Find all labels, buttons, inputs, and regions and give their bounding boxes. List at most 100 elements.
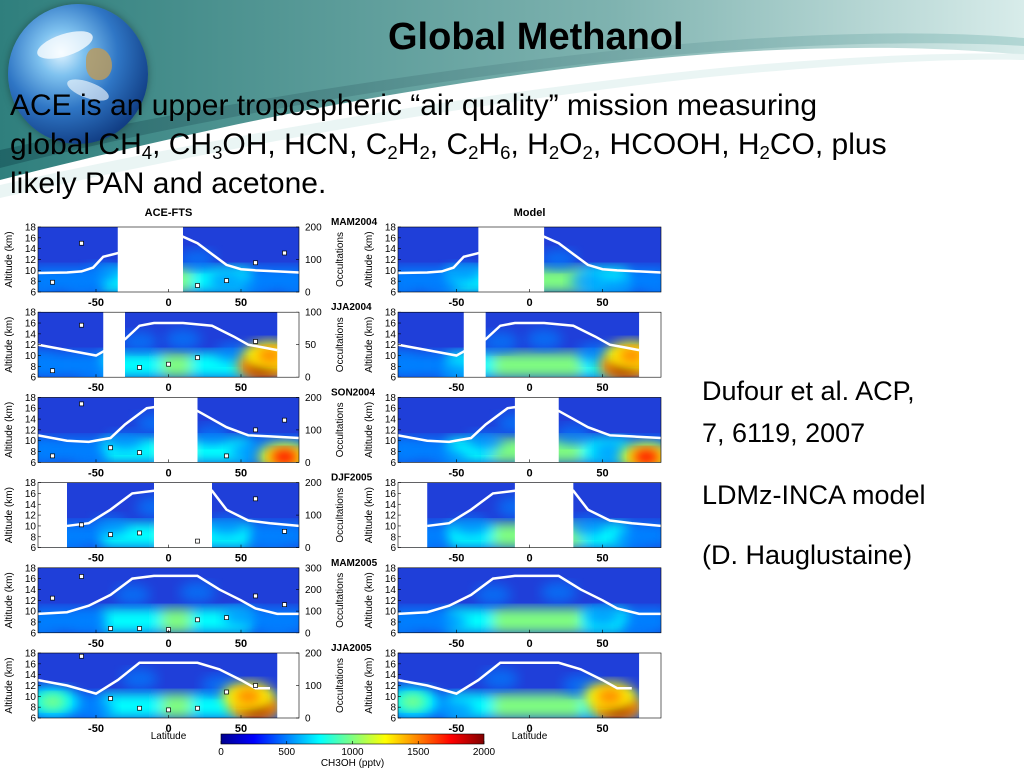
hot-spot-core: [617, 347, 646, 364]
altitude-tick-label: 6: [30, 714, 36, 725]
tropopause-line: [38, 661, 270, 695]
occultation-tick-label: 200: [305, 478, 322, 489]
field-cell: [482, 331, 519, 352]
altitude-tick-label: 8: [390, 532, 396, 543]
heatmap-field: [398, 312, 661, 378]
occultation-marker: [195, 705, 200, 711]
field-cell: [643, 278, 661, 292]
latitude-tick-label: -50: [448, 723, 464, 735]
altitude-axis-label: Altitude (km): [4, 402, 15, 458]
altitude-axis-label: Altitude (km): [364, 657, 375, 713]
field-cell: [165, 329, 201, 350]
latitude-tick-label: 50: [596, 553, 608, 565]
altitude-tick-label: 16: [385, 659, 397, 670]
latitude-tick-label: 0: [526, 297, 532, 309]
field-cell: [259, 620, 296, 633]
altitude-tick-label: 8: [390, 617, 396, 628]
altitude-tick-label: 10: [25, 692, 37, 703]
heatmap-field: [398, 482, 661, 548]
altitude-tick-label: 16: [25, 489, 37, 500]
occultation-marker: [50, 279, 55, 285]
altitude-tick-label: 10: [25, 351, 37, 362]
header-banner: [0, 0, 1024, 210]
occultation-marker: [253, 339, 258, 344]
hot-spot-core: [270, 448, 299, 463]
field-cell: [114, 584, 151, 605]
field-cell: [569, 515, 606, 536]
field-cell: [423, 277, 460, 292]
no-data-gap: [478, 227, 545, 292]
occultation-marker: [195, 355, 200, 361]
tropopause-line: [66, 489, 299, 528]
altitude-tick-label: 14: [385, 500, 397, 511]
field-cell: [599, 276, 636, 292]
occultation-marker: [224, 689, 229, 695]
altitude-axis-label: Altitude (km): [4, 572, 15, 628]
occultation-marker: [166, 361, 171, 367]
altitude-tick-label: 8: [30, 532, 36, 543]
model-author-text: (D. Hauglustaine): [702, 540, 913, 570]
intro-line-3: likely PAN and acetone.: [10, 167, 327, 200]
altitude-tick-label: 16: [25, 659, 37, 670]
altitude-tick-label: 16: [385, 233, 397, 244]
latitude-tick-label: 0: [526, 553, 532, 565]
latitude-tick-label: -50: [88, 638, 104, 650]
no-data-gap: [154, 397, 198, 463]
altitude-tick-label: 16: [385, 574, 397, 585]
field-cell: [252, 529, 288, 548]
heatmap-field: [38, 312, 299, 378]
altitude-tick-label: 8: [30, 617, 36, 628]
occultations-axis-label: Occultations: [335, 488, 346, 543]
altitude-tick-label: 16: [25, 319, 37, 330]
altitude-tick-label: 18: [385, 649, 397, 660]
altitude-tick-label: 6: [390, 458, 396, 469]
occultation-marker: [79, 653, 84, 659]
latitude-tick-label: -50: [448, 467, 464, 479]
field-cell: [179, 582, 216, 603]
altitude-tick-label: 12: [385, 340, 397, 351]
occultation-marker: [137, 626, 142, 631]
altitude-tick-label: 18: [25, 393, 37, 404]
season-label: DJF2005: [331, 473, 373, 484]
tropopause-line: [398, 405, 661, 444]
altitude-tick-label: 6: [30, 373, 36, 384]
no-data-gap: [639, 653, 661, 718]
occultation-marker: [253, 427, 258, 433]
altitude-tick-label: 12: [385, 255, 397, 266]
altitude-tick-label: 14: [385, 670, 397, 681]
occultations-axis-label: Occultations: [335, 658, 346, 713]
altitude-tick-label: 16: [385, 319, 397, 330]
tropopause-line: [38, 321, 278, 357]
altitude-axis-label: Altitude (km): [364, 572, 375, 628]
no-data-gap: [117, 227, 183, 292]
altitude-axis-label: Altitude (km): [364, 487, 375, 543]
altitude-tick-label: 10: [25, 521, 37, 532]
season-label: MAM2004: [331, 217, 378, 228]
altitude-tick-label: 10: [385, 607, 397, 618]
altitude-tick-label: 12: [25, 255, 37, 266]
altitude-tick-label: 14: [25, 670, 37, 681]
altitude-tick-label: 18: [25, 563, 37, 574]
altitude-tick-label: 10: [25, 266, 37, 277]
occultation-marker: [137, 450, 142, 455]
colorbar-tick-label: 1000: [341, 747, 364, 758]
season-label: MAM2005: [331, 558, 378, 569]
altitude-axis-label: Altitude (km): [364, 231, 375, 287]
hot-spot-core: [632, 448, 661, 463]
field-cell: [85, 263, 122, 284]
altitude-tick-label: 6: [390, 373, 396, 384]
latitude-tick-label: 50: [235, 382, 247, 394]
occultation-marker: [50, 453, 55, 459]
altitude-tick-label: 6: [390, 288, 396, 299]
altitude-tick-label: 12: [25, 681, 37, 692]
occultations-axis-label: Occultations: [335, 317, 346, 372]
colorbar-tick-label: 2000: [473, 747, 496, 758]
altitude-axis-label: Altitude (km): [364, 402, 375, 458]
altitude-tick-label: 16: [25, 574, 37, 585]
season-label: SON2004: [331, 387, 375, 398]
latitude-tick-label: 0: [526, 638, 532, 650]
latitude-tick-label: -50: [88, 723, 104, 735]
